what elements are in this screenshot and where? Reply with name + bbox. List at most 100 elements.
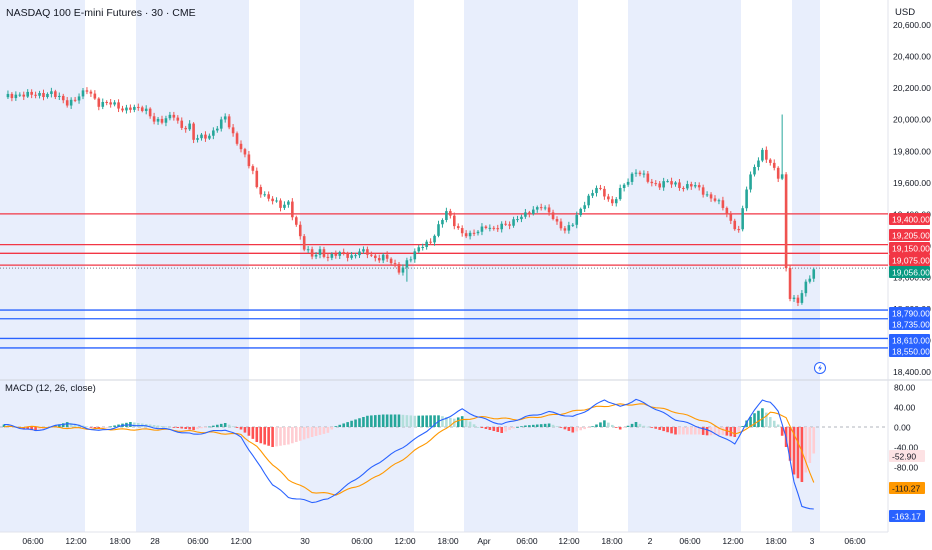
candle-body[interactable] (358, 251, 361, 256)
candle-body[interactable] (697, 185, 701, 188)
candle-body[interactable] (622, 184, 626, 188)
candle-body[interactable] (267, 194, 270, 199)
candle-body[interactable] (6, 93, 10, 98)
candle-body[interactable] (42, 92, 45, 98)
candle-body[interactable] (137, 106, 140, 108)
candle-body[interactable] (567, 225, 571, 231)
candle-body[interactable] (618, 187, 622, 200)
candle-body[interactable] (26, 91, 29, 97)
macd-title[interactable]: MACD (12, 26, close) (5, 383, 96, 394)
candle-body[interactable] (188, 123, 191, 130)
candle-body[interactable] (757, 160, 760, 167)
candle-body[interactable] (591, 193, 594, 196)
resistance-level-badge[interactable] (889, 229, 930, 241)
candle-body[interactable] (611, 199, 614, 204)
candle-body[interactable] (196, 138, 199, 140)
candle-body[interactable] (788, 268, 792, 299)
candle-body[interactable] (342, 252, 345, 254)
candle-body[interactable] (796, 297, 800, 303)
candle-body[interactable] (302, 236, 306, 250)
candle-body[interactable] (528, 212, 531, 214)
candle-body[interactable] (69, 99, 73, 106)
candle-body[interactable] (737, 229, 740, 231)
candle-body[interactable] (354, 255, 357, 257)
candle-body[interactable] (587, 195, 590, 206)
candle-body[interactable] (93, 93, 97, 99)
candle-body[interactable] (38, 92, 41, 96)
candle-body[interactable] (46, 93, 49, 98)
candle-body[interactable] (113, 102, 116, 105)
candle-body[interactable] (460, 228, 464, 234)
candle-body[interactable] (243, 149, 247, 155)
candle-body[interactable] (662, 181, 665, 188)
candle-body[interactable] (634, 172, 638, 174)
candle-body[interactable] (725, 207, 729, 215)
candle-body[interactable] (765, 149, 768, 160)
candle-body[interactable] (125, 107, 128, 111)
candle-body[interactable] (650, 181, 654, 184)
candle-body[interactable] (152, 116, 156, 122)
candle-body[interactable] (512, 219, 515, 226)
candle-body[interactable] (295, 217, 298, 225)
candle-body[interactable] (500, 223, 503, 230)
candle-body[interactable] (176, 117, 180, 121)
candle-body[interactable] (571, 224, 575, 226)
candle-body[interactable] (551, 212, 555, 220)
candle-body[interactable] (453, 215, 456, 227)
candle-body[interactable] (247, 154, 251, 167)
candle-body[interactable] (81, 90, 85, 97)
candle-body[interactable] (417, 247, 421, 252)
candle-body[interactable] (144, 108, 148, 111)
candle-body[interactable] (133, 106, 136, 110)
candle-body[interactable] (318, 249, 322, 255)
candle-body[interactable] (682, 187, 685, 189)
candle-body[interactable] (433, 235, 436, 243)
candle-body[interactable] (330, 253, 334, 258)
candle-body[interactable] (314, 254, 318, 257)
candle-body[interactable] (259, 187, 263, 195)
candle-body[interactable] (366, 249, 369, 255)
candle-body[interactable] (630, 173, 634, 182)
candle-body[interactable] (468, 232, 472, 237)
candle-body[interactable] (77, 96, 81, 101)
candle-body[interactable] (109, 102, 112, 105)
price-axis[interactable]: 20,600.00 20,400.00 20,200.00 20,000.00 19,8… (889, 20, 931, 522)
candle-body[interactable] (753, 166, 756, 175)
candle-body[interactable] (306, 249, 310, 251)
candle-body[interactable] (749, 174, 752, 190)
candle-body[interactable] (164, 118, 168, 123)
candle-body[interactable] (484, 226, 488, 229)
candle-body[interactable] (579, 208, 582, 216)
candle-body[interactable] (223, 116, 227, 120)
candle-body[interactable] (449, 211, 452, 216)
candle-body[interactable] (524, 212, 527, 217)
candle-body[interactable] (674, 182, 677, 185)
candle-body[interactable] (421, 246, 424, 248)
candle-body[interactable] (30, 91, 33, 95)
candle-body[interactable] (464, 233, 468, 237)
candle-body[interactable] (745, 189, 748, 209)
resistance-level-badge[interactable] (889, 242, 930, 254)
candle-body[interactable] (129, 107, 132, 110)
candle-body[interactable] (22, 94, 26, 97)
candle-body[interactable] (741, 208, 744, 230)
candle-body[interactable] (599, 187, 602, 189)
resistance-level-badge[interactable] (889, 213, 930, 225)
candle-body[interactable] (654, 183, 658, 185)
candle-body[interactable] (192, 123, 195, 140)
candle-body[interactable] (338, 252, 342, 256)
candle-body[interactable] (563, 228, 567, 231)
candle-body[interactable] (690, 184, 693, 187)
candle-body[interactable] (575, 215, 579, 225)
candle-body[interactable] (666, 181, 669, 183)
candle-body[interactable] (520, 216, 523, 220)
candle-body[interactable] (117, 102, 120, 109)
candle-body[interactable] (693, 185, 697, 187)
candle-body[interactable] (445, 211, 448, 220)
last-price-badge[interactable] (889, 266, 930, 278)
candle-body[interactable] (709, 194, 713, 199)
candle-body[interactable] (646, 173, 650, 182)
candle-body[interactable] (381, 254, 385, 261)
candle-body[interactable] (472, 232, 476, 234)
